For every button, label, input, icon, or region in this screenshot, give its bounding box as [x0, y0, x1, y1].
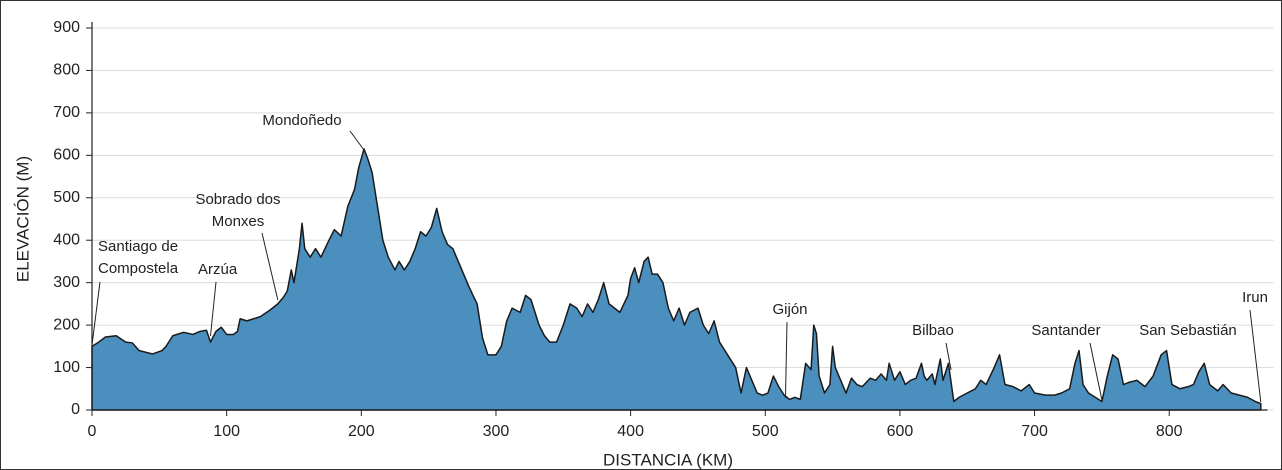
x-tick-label: 700	[1021, 423, 1048, 440]
annotation-label: Sobrado dos	[195, 191, 280, 208]
annotation-leader	[1089, 342, 1103, 401]
annotation-label: Monxes	[212, 213, 265, 230]
x-tick-label: 100	[213, 423, 240, 440]
x-tick-label: 500	[752, 423, 779, 440]
y-tick-label: 400	[53, 231, 80, 248]
annotation-label: Mondoñedo	[262, 112, 341, 129]
x-tick-label: 600	[887, 423, 914, 440]
y-tick-label: 700	[53, 104, 80, 121]
annotation-label: San Sebastián	[1139, 322, 1237, 339]
x-tick-label: 0	[88, 423, 97, 440]
annotation-leader	[91, 281, 101, 346]
x-axis-title: DISTANCIA (KM)	[603, 450, 733, 469]
annotation-leader	[209, 281, 217, 337]
annotation-label: Santiago de	[98, 238, 178, 255]
annotation-label: Gijón	[772, 301, 807, 318]
y-tick-label: 100	[53, 359, 80, 376]
x-tick-label: 200	[348, 423, 375, 440]
y-axis-title: ELEVACIÓN (M)	[13, 156, 32, 282]
annotation-label: Arzúa	[198, 261, 238, 278]
y-tick-label: 0	[71, 401, 80, 418]
y-tick-label: 800	[53, 62, 80, 79]
x-tick-label: 800	[1156, 423, 1183, 440]
x-tick-label: 300	[483, 423, 510, 440]
annotation-leader	[1249, 309, 1262, 403]
annotation-label: Irun	[1242, 289, 1268, 306]
y-tick-label: 900	[53, 19, 80, 36]
elevation-area	[91, 148, 1262, 411]
y-tick-label: 200	[53, 316, 80, 333]
annotation-leader	[349, 130, 365, 151]
annotation-leader	[945, 342, 952, 371]
y-tick-label: 600	[53, 147, 80, 164]
annotation-label: Compostela	[98, 260, 179, 277]
x-tick-label: 400	[617, 423, 644, 440]
annotation-label: Santander	[1031, 322, 1100, 339]
annotation-leader	[261, 232, 279, 301]
annotation-label: Bilbao	[912, 322, 954, 339]
y-tick-label: 300	[53, 274, 80, 291]
y-tick-label: 500	[53, 189, 80, 206]
annotation-leader	[784, 321, 788, 399]
